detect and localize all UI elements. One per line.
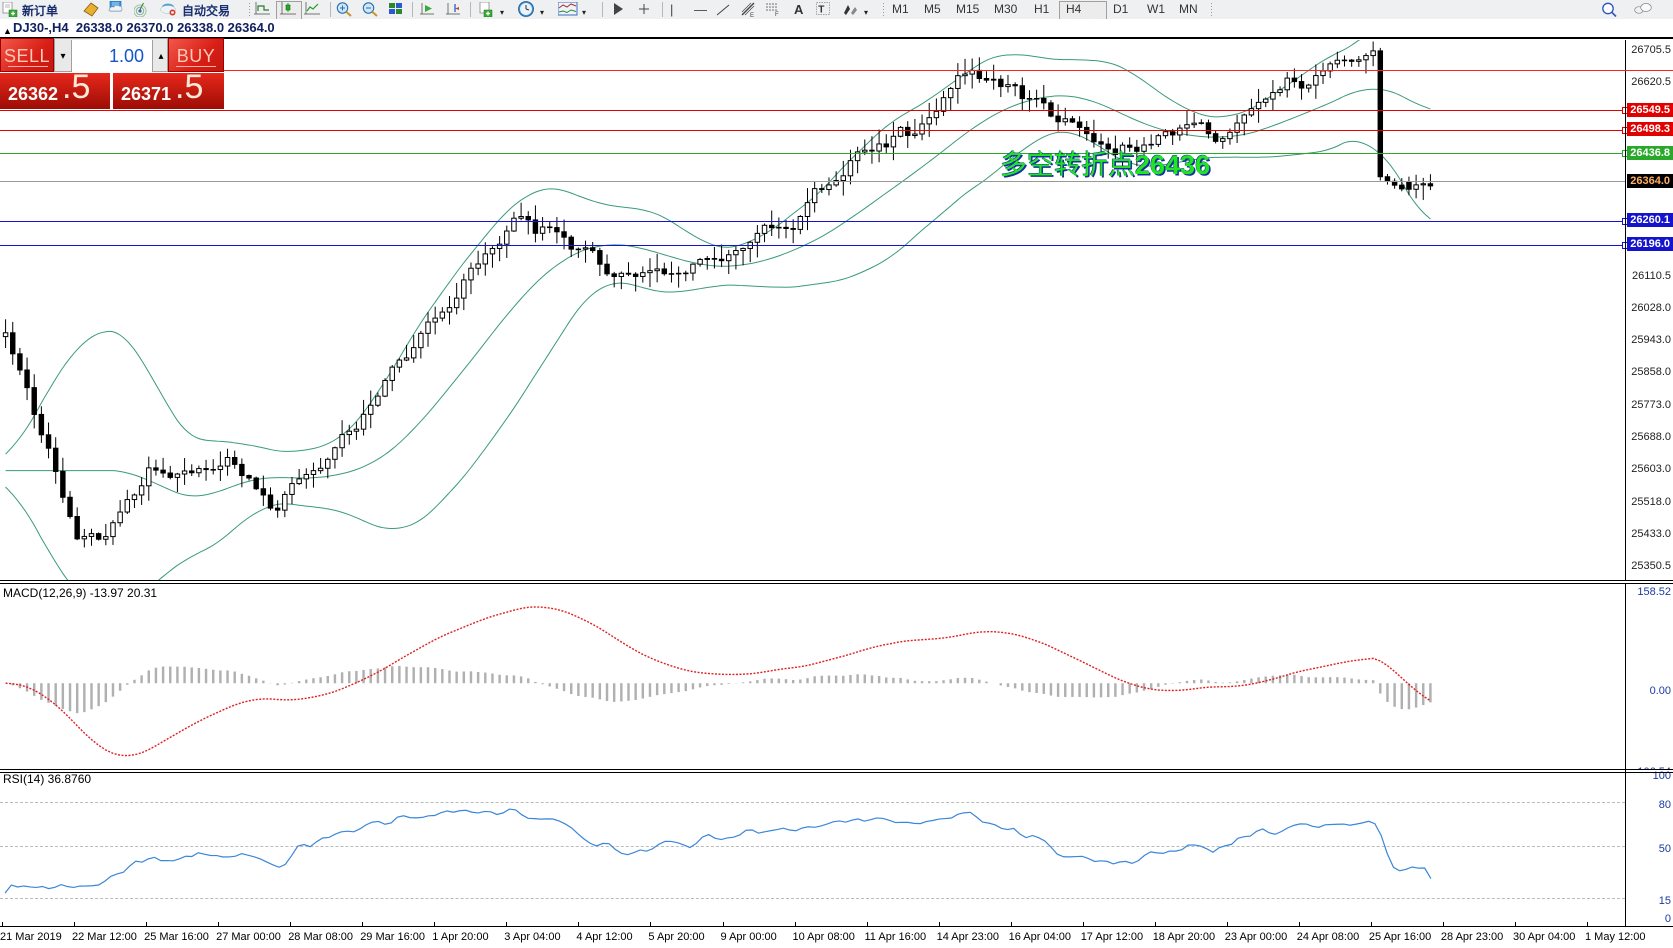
svg-text:F: F [775,12,779,16]
svg-text:E: E [750,13,754,17]
svg-text:T: T [818,5,824,16]
